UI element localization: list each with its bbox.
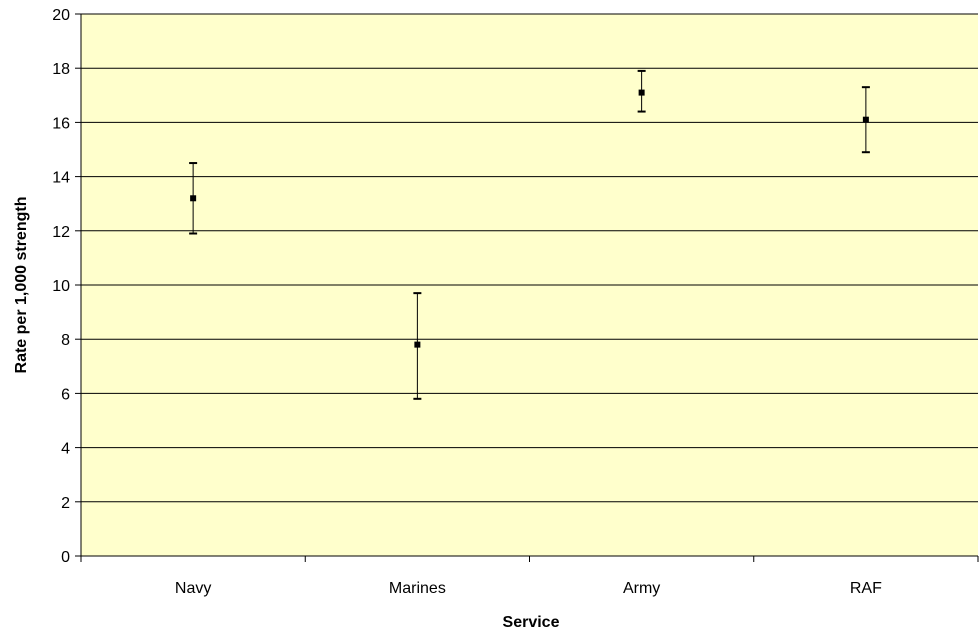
y-tick-label: 20: [52, 7, 70, 24]
y-axis-ticks: 0 2 4 6 8 10 12 14 16 18 20: [52, 7, 81, 566]
x-tick-label: Marines: [389, 580, 446, 597]
y-axis-title: Rate per 1,000 strength: [13, 197, 30, 374]
y-tick-label: 12: [52, 224, 70, 241]
y-tick-label: 10: [52, 278, 70, 295]
x-axis-ticks: Navy Marines Army RAF: [81, 556, 978, 597]
data-point-marker: [190, 195, 196, 201]
x-tick-label: RAF: [850, 580, 882, 597]
y-tick-label: 2: [61, 495, 70, 512]
x-axis-title: Service: [503, 614, 560, 631]
y-tick-label: 8: [61, 332, 70, 349]
y-tick-label: 4: [61, 441, 70, 458]
data-point-marker: [414, 342, 420, 348]
y-tick-label: 14: [52, 170, 70, 187]
x-tick-label: Navy: [175, 580, 211, 597]
data-point-marker: [639, 90, 645, 96]
y-tick-label: 0: [61, 549, 70, 566]
y-tick-label: 6: [61, 386, 70, 403]
y-tick-label: 18: [52, 61, 70, 78]
data-point-marker: [863, 117, 869, 123]
y-tick-label: 16: [52, 115, 70, 132]
x-tick-label: Army: [623, 580, 660, 597]
